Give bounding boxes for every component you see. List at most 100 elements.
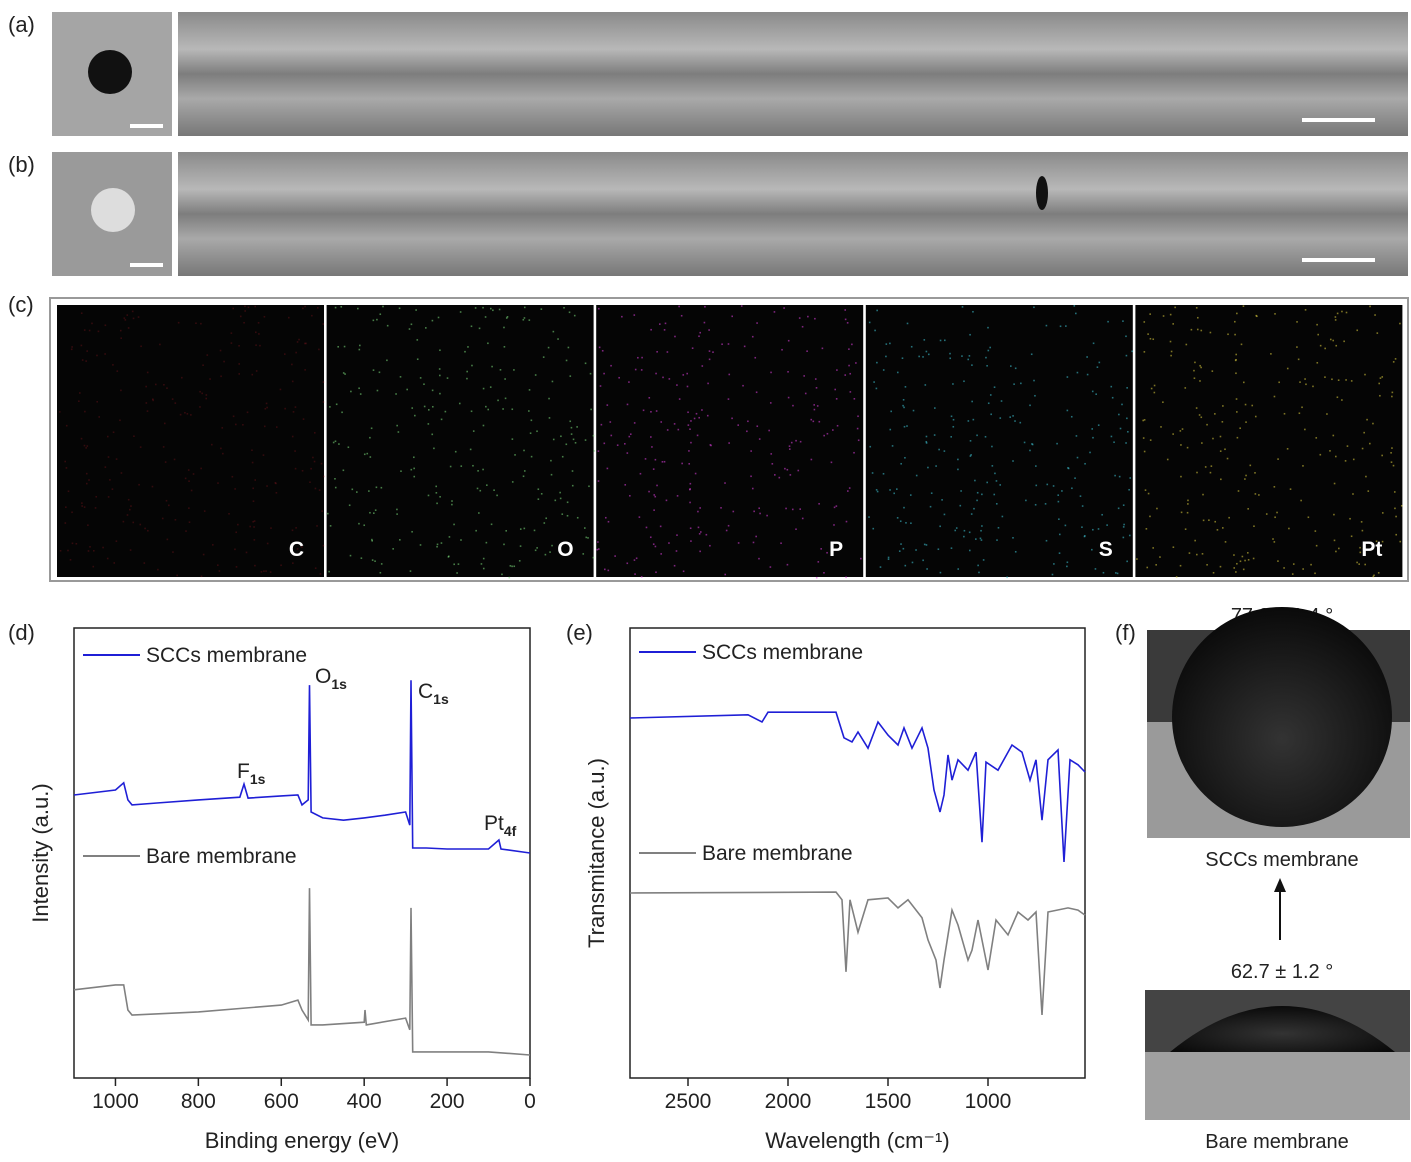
- eds-dot: [1345, 460, 1347, 462]
- eds-dot: [1316, 362, 1318, 364]
- eds-dot: [1343, 341, 1345, 343]
- eds-dot: [1352, 493, 1354, 495]
- eds-dot: [477, 488, 479, 490]
- eds-dot: [609, 421, 611, 423]
- eds-dot: [166, 500, 168, 502]
- eds-dot: [60, 550, 62, 552]
- eds-dot: [396, 425, 398, 427]
- eds-dot: [900, 543, 902, 545]
- annotation: O1s: [315, 665, 347, 692]
- eds-dot: [1364, 374, 1366, 376]
- eds-dot: [598, 548, 600, 550]
- eds-dot: [696, 413, 698, 415]
- eds-dot: [372, 559, 374, 561]
- eds-dot: [976, 500, 978, 502]
- eds-dot: [588, 485, 590, 487]
- eds-dot: [617, 444, 619, 446]
- eds-dot: [1148, 493, 1150, 495]
- eds-dot: [724, 574, 726, 576]
- eds-dot: [1362, 530, 1364, 532]
- eds-dot: [147, 530, 149, 532]
- eds-dot: [471, 365, 473, 367]
- eds-dot: [665, 323, 667, 325]
- eds-dot: [234, 488, 236, 490]
- eds-dot: [1235, 372, 1237, 374]
- eds-dot: [86, 445, 88, 447]
- eds-dot: [854, 398, 856, 400]
- eds-dot: [650, 436, 652, 438]
- eds-dot: [1143, 437, 1145, 439]
- eds-dot: [79, 392, 81, 394]
- eds-dot: [1172, 433, 1174, 435]
- eds-dot: [256, 370, 258, 372]
- eds-dot: [656, 485, 658, 487]
- eds-dot: [1170, 355, 1172, 357]
- eds-dot: [660, 421, 662, 423]
- eds-dot: [231, 342, 233, 344]
- eds-dot: [904, 426, 906, 428]
- eds-dot: [396, 509, 398, 511]
- eds-dot: [513, 369, 515, 371]
- eds-dot: [1304, 429, 1306, 431]
- eds-dot: [1358, 563, 1360, 565]
- eds-dot: [674, 565, 676, 567]
- eds-dot: [754, 357, 756, 359]
- eds-dot: [654, 496, 656, 498]
- eds-dot: [1236, 411, 1238, 413]
- eds-dot: [130, 505, 132, 507]
- eds-dot: [1331, 378, 1333, 380]
- eds-dot: [770, 453, 772, 455]
- eds-dot: [799, 508, 801, 510]
- eds-dot: [541, 493, 543, 495]
- eds-dot: [483, 568, 485, 570]
- eds-dot: [1394, 491, 1396, 493]
- eds-dot: [1351, 535, 1353, 537]
- eds-dot: [690, 442, 692, 444]
- eds-dot: [738, 542, 740, 544]
- eds-dot: [263, 454, 265, 456]
- eds-dot: [98, 416, 100, 418]
- eds-dot: [709, 545, 711, 547]
- panel-label: (f): [1115, 620, 1136, 645]
- eds-dot: [451, 504, 453, 506]
- eds-dot: [1335, 456, 1337, 458]
- eds-dot: [860, 558, 862, 560]
- eds-dot: [1176, 576, 1178, 578]
- eds-dot: [309, 481, 311, 483]
- eds-dot: [453, 563, 455, 565]
- eds-dot: [538, 498, 540, 500]
- eds-dot: [655, 373, 657, 375]
- eds-dot: [259, 345, 261, 347]
- eds-dot: [294, 450, 296, 452]
- eds-dot: [1033, 380, 1035, 382]
- eds-dot: [648, 491, 650, 493]
- eds-dot: [985, 436, 987, 438]
- eds-dot: [814, 409, 816, 411]
- eds-dot: [133, 435, 135, 437]
- eds-dot: [903, 548, 905, 550]
- eds-dot: [627, 404, 629, 406]
- droplet-caption: Bare membrane: [1205, 1131, 1348, 1153]
- eds-dot: [380, 572, 382, 574]
- eds-dot: [248, 307, 250, 309]
- eds-dot: [1146, 567, 1148, 569]
- eds-dot: [892, 445, 894, 447]
- eds-dot: [953, 419, 955, 421]
- eds-dot: [753, 542, 755, 544]
- eds-dot: [784, 468, 786, 470]
- eds-dot: [438, 317, 440, 319]
- eds-dot: [1150, 338, 1152, 340]
- eds-dot: [1228, 517, 1230, 519]
- eds-dot: [819, 421, 821, 423]
- eds-dot: [1009, 416, 1011, 418]
- eds-dot: [295, 352, 297, 354]
- eds-dot: [507, 316, 509, 318]
- eds-dot: [780, 542, 782, 544]
- eds-dot: [986, 482, 988, 484]
- eds-dot: [352, 489, 354, 491]
- eds-dot: [207, 354, 209, 356]
- x-tick-label: 800: [181, 1090, 216, 1113]
- eds-dot: [66, 425, 68, 427]
- eds-dot: [569, 375, 571, 377]
- eds-dot: [1254, 472, 1256, 474]
